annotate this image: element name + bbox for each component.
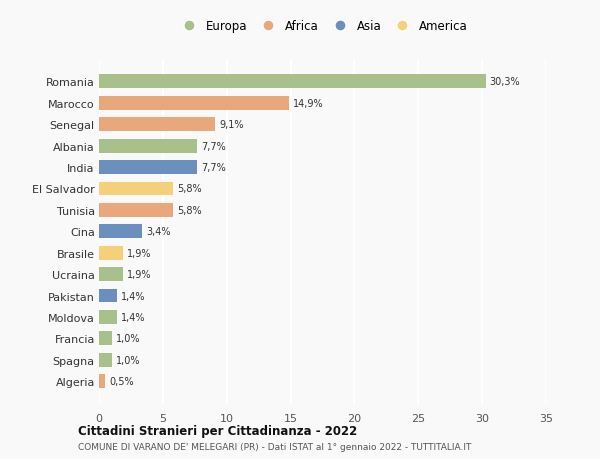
Text: 1,4%: 1,4% xyxy=(121,291,145,301)
Legend: Europa, Africa, Asia, America: Europa, Africa, Asia, America xyxy=(175,17,470,35)
Text: 1,9%: 1,9% xyxy=(127,269,152,280)
Bar xyxy=(99,268,123,281)
Text: 1,4%: 1,4% xyxy=(121,312,145,322)
Bar xyxy=(99,97,289,111)
Text: 5,8%: 5,8% xyxy=(177,184,202,194)
Bar xyxy=(99,353,112,367)
Text: COMUNE DI VARANO DE' MELEGARI (PR) - Dati ISTAT al 1° gennaio 2022 - TUTTITALIA.: COMUNE DI VARANO DE' MELEGARI (PR) - Dat… xyxy=(78,442,472,451)
Bar xyxy=(99,289,117,303)
Bar xyxy=(99,75,486,89)
Text: Cittadini Stranieri per Cittadinanza - 2022: Cittadini Stranieri per Cittadinanza - 2… xyxy=(78,424,357,437)
Bar xyxy=(99,182,173,196)
Bar xyxy=(99,140,197,153)
Text: 3,4%: 3,4% xyxy=(146,227,171,237)
Text: 30,3%: 30,3% xyxy=(490,77,520,87)
Text: 1,9%: 1,9% xyxy=(127,248,152,258)
Text: 14,9%: 14,9% xyxy=(293,99,324,109)
Bar xyxy=(99,161,197,175)
Bar xyxy=(99,246,123,260)
Text: 5,8%: 5,8% xyxy=(177,206,202,215)
Text: 7,7%: 7,7% xyxy=(201,163,226,173)
Text: 7,7%: 7,7% xyxy=(201,141,226,151)
Text: 1,0%: 1,0% xyxy=(116,355,140,365)
Bar xyxy=(99,118,215,132)
Bar xyxy=(99,225,142,239)
Text: 0,5%: 0,5% xyxy=(109,376,134,386)
Text: 9,1%: 9,1% xyxy=(219,120,244,130)
Bar xyxy=(99,203,173,218)
Bar xyxy=(99,310,117,324)
Text: 1,0%: 1,0% xyxy=(116,334,140,344)
Bar xyxy=(99,332,112,346)
Bar xyxy=(99,375,106,388)
